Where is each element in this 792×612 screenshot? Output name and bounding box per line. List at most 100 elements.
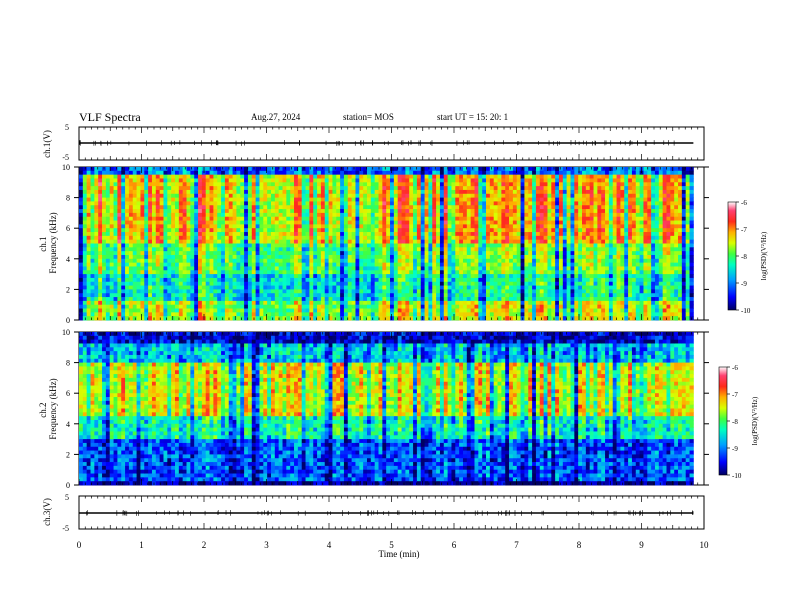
spectrogram-cell (86, 193, 91, 199)
spectrogram-cell (459, 300, 464, 306)
spectrogram-cell (98, 312, 103, 317)
spectrogram-cell (332, 220, 337, 225)
spectrogram-cell (436, 270, 441, 275)
spectrogram-cell (451, 243, 456, 248)
spectrogram-cell (474, 224, 479, 229)
spectrogram-cell (317, 289, 322, 294)
spectrogram-cell (447, 277, 452, 283)
spectrogram-cell (190, 174, 195, 179)
spectrogram-cell (478, 178, 483, 183)
spectrogram-cell (443, 224, 449, 229)
spectrogram-cell (132, 170, 137, 176)
spectrogram-cell (497, 266, 502, 271)
spectrogram-cell (290, 289, 295, 294)
spectrogram-cell (251, 239, 257, 244)
spectrogram-cell (163, 201, 168, 206)
spectrogram-cell (370, 201, 376, 206)
spectrogram-cell (378, 220, 383, 225)
spectrogram-cell (213, 197, 218, 202)
spectrogram-cell (409, 174, 414, 179)
spectrogram-cell (432, 235, 437, 241)
spectrogram-cell (228, 239, 233, 244)
spectrogram-cell (244, 258, 249, 264)
spectrogram-cell (459, 212, 464, 218)
spectrogram-cell (501, 209, 506, 214)
spectrogram-cell (117, 274, 122, 279)
spectrogram-cell (86, 239, 91, 244)
spectrogram-cell (493, 281, 498, 286)
spectrogram-cell (240, 220, 245, 225)
spectrogram-cell (109, 285, 114, 290)
spectrogram-cell (240, 201, 245, 206)
spectrogram-cell (478, 224, 483, 229)
spectrogram-cell (86, 297, 91, 302)
spectrogram-cell (128, 289, 134, 294)
spectrogram-cell (263, 277, 268, 283)
spectrogram-cell (443, 308, 449, 313)
spectrogram-cell (355, 232, 360, 237)
spectrogram-cell (175, 174, 180, 179)
spectrogram-cell (105, 232, 111, 237)
spectrogram-cell (397, 270, 402, 275)
spectrogram-cell (79, 239, 84, 244)
spectrogram-cell (386, 270, 391, 275)
spectrogram-cell (282, 201, 287, 206)
spectrogram-cell (171, 232, 176, 237)
spectrogram-cell (121, 182, 126, 187)
spectrogram-cell (455, 270, 460, 275)
spectrogram-cell (144, 300, 149, 306)
spectrogram-cell (478, 197, 483, 202)
spectrogram-cell (378, 251, 383, 256)
spectrogram-cell (290, 262, 295, 267)
spectrogram-cell (270, 243, 276, 248)
spectrogram-cell (382, 193, 387, 199)
spectrogram-cell (340, 178, 345, 183)
spectrogram-cell (332, 235, 337, 241)
spectrogram-cell (182, 247, 187, 252)
spectrogram-cell (159, 201, 164, 206)
spectrogram-cell (198, 258, 203, 264)
spectrogram-cell (244, 209, 249, 214)
spectrogram-cell (98, 197, 103, 202)
spectrogram-cell (98, 277, 103, 283)
spectrogram-cell (401, 232, 406, 237)
spectrogram-cell (205, 235, 210, 241)
spectrogram-cell (317, 266, 322, 271)
spectrogram-cell (528, 197, 533, 202)
spectrogram-cell (313, 224, 318, 229)
spectrogram-cell (159, 266, 164, 271)
spectrogram-cell (144, 209, 149, 214)
spectrogram-cell (136, 247, 141, 252)
spectrogram-cell (405, 239, 410, 244)
spectrogram-cell (332, 297, 337, 302)
spectrogram-cell (309, 216, 314, 221)
spectrogram-cell (255, 293, 260, 298)
spectrogram-cell (282, 216, 287, 221)
spectrogram-cell (102, 304, 107, 309)
spectrogram-cell (274, 167, 280, 172)
spectrogram-cell (443, 174, 449, 179)
spectrogram-cell (144, 239, 149, 244)
spectrogram-cell (313, 285, 318, 290)
spectrogram-cell (543, 266, 548, 271)
spectrogram-cell (424, 193, 429, 199)
spectrogram-cell (509, 216, 514, 221)
spectrogram-cell (186, 220, 191, 225)
spectrogram-cell (532, 197, 537, 202)
spectrogram-cell (205, 186, 210, 191)
spectrogram-cell (428, 220, 433, 225)
spectrogram-cell (194, 300, 199, 306)
spectrogram-cell (543, 293, 548, 298)
spectrogram-cell (363, 304, 368, 309)
spectrogram-cell (390, 182, 395, 187)
spectrogram-cell (443, 304, 449, 309)
spectrogram-cell (102, 228, 107, 233)
spectrogram-cell (340, 216, 345, 221)
spectrogram-cell (382, 254, 387, 260)
spectrogram-cell (439, 174, 445, 179)
spectrogram-cell (332, 189, 337, 195)
spectrogram-cell (370, 247, 376, 252)
spectrogram-cell (524, 274, 529, 279)
spectrogram-cell (486, 304, 491, 309)
spectrogram-cell (105, 243, 111, 248)
